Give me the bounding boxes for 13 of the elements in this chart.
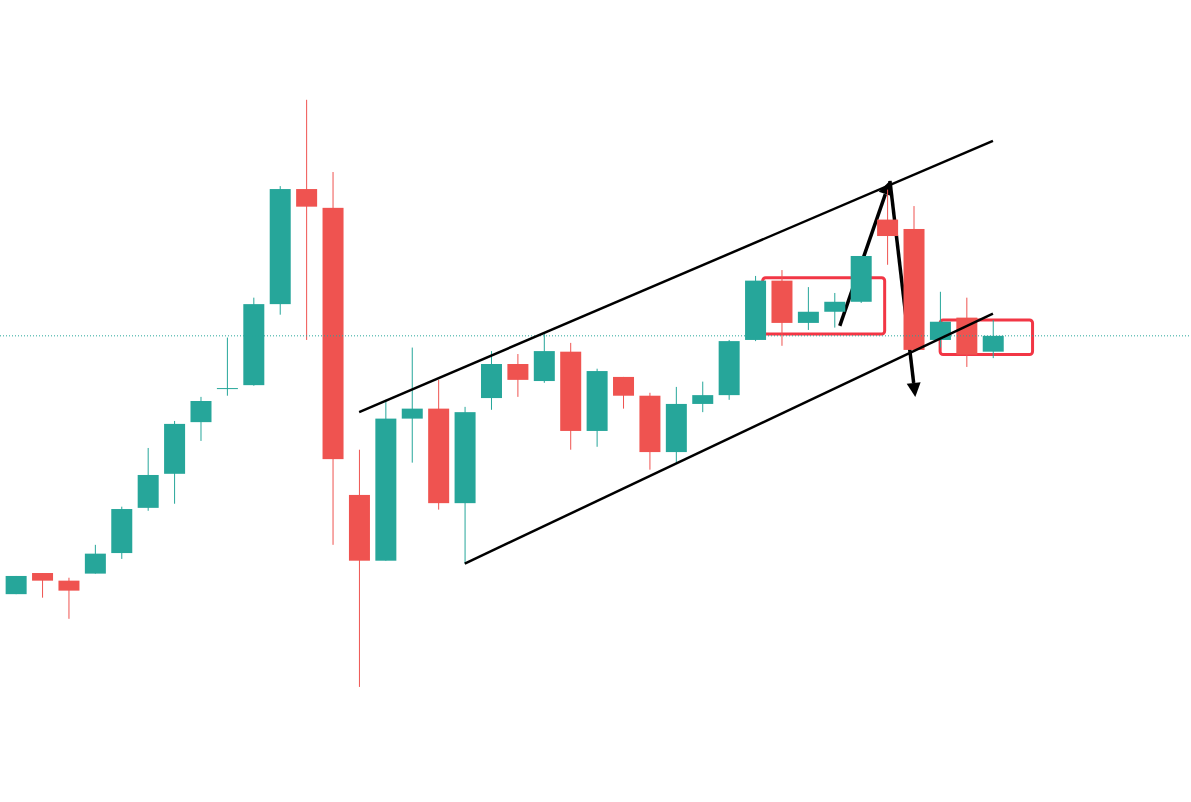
candlestick <box>296 99 318 341</box>
candlestick <box>84 544 106 575</box>
candlestick <box>216 337 238 397</box>
candlestick <box>692 381 714 413</box>
candlestick <box>507 353 529 398</box>
candlestick <box>401 347 423 464</box>
candlestick <box>824 292 846 329</box>
candlestick <box>58 577 80 620</box>
candlestick <box>613 376 635 410</box>
candlestick <box>32 572 54 599</box>
candlestick <box>797 286 819 331</box>
candlestick <box>190 396 212 442</box>
candlestick <box>877 189 899 266</box>
